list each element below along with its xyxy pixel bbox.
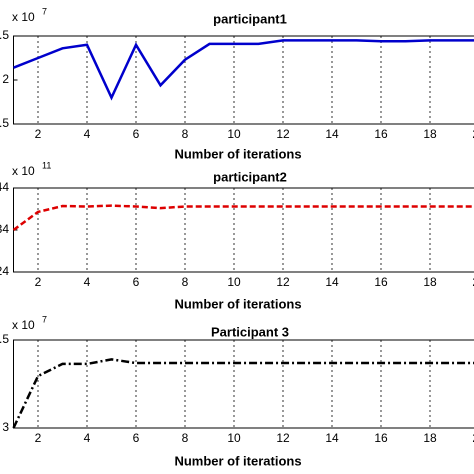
x-tick-label: 8 <box>182 275 189 289</box>
chart-title: Participant 3 <box>211 324 289 339</box>
x-tick-label: 16 <box>374 431 388 445</box>
y-tick-label: 1.24 <box>0 264 9 278</box>
series-line <box>12 358 474 429</box>
y-tick-label: 1.5 <box>0 116 9 130</box>
x-axis-label: Number of iterations <box>174 296 301 311</box>
x-axis-label: Number of iterations <box>174 453 301 468</box>
x-tick-label: 6 <box>133 431 140 445</box>
plot-area <box>13 35 474 125</box>
x-tick-label: 10 <box>227 275 241 289</box>
x-tick-label: 12 <box>276 431 290 445</box>
x-tick-label: 16 <box>374 127 388 141</box>
x-tick-label: 14 <box>325 431 339 445</box>
x-tick-label: 14 <box>325 275 339 289</box>
y-scale-base: x 10 <box>12 318 35 332</box>
chart-title: participant1 <box>213 11 287 26</box>
y-scale-exponent: 11 <box>42 160 51 170</box>
x-tick-label: 6 <box>133 275 140 289</box>
x-tick-label: 14 <box>325 127 339 141</box>
y-tick-label: 2 <box>2 72 9 86</box>
y-scale-base: x 10 <box>12 10 35 24</box>
y-tick-label: 1.44 <box>0 180 9 194</box>
chart-title: participant2 <box>213 169 287 184</box>
x-tick-label: 8 <box>182 431 189 445</box>
x-tick-label: 2 <box>35 431 42 445</box>
series-line <box>13 39 474 101</box>
plot-area <box>13 339 474 429</box>
x-tick-label: 16 <box>374 275 388 289</box>
y-tick-label: 1.34 <box>0 222 9 236</box>
x-tick-label: 18 <box>423 431 437 445</box>
y-scale-base: x 10 <box>12 164 35 178</box>
plot-area <box>13 187 474 273</box>
x-tick-label: 4 <box>84 431 91 445</box>
x-tick-label: 6 <box>133 127 140 141</box>
x-tick-label: 2 <box>35 127 42 141</box>
x-tick-label: 10 <box>227 431 241 445</box>
x-tick-label: 20 <box>472 431 474 445</box>
x-tick-label: 18 <box>423 127 437 141</box>
y-tick-label: 3 <box>2 420 9 434</box>
y-tick-label: 2.5 <box>0 28 9 42</box>
x-tick-label: 18 <box>423 275 437 289</box>
x-tick-label: 4 <box>84 275 91 289</box>
x-tick-label: 20 <box>472 275 474 289</box>
y-scale-exponent: 7 <box>42 6 47 16</box>
y-tick-label: 3.5 <box>0 332 9 346</box>
x-tick-label: 4 <box>84 127 91 141</box>
x-tick-label: 10 <box>227 127 241 141</box>
x-tick-label: 20 <box>472 127 474 141</box>
series-line <box>12 204 474 232</box>
x-tick-label: 12 <box>276 127 290 141</box>
y-scale-exponent: 7 <box>42 314 47 324</box>
x-tick-label: 12 <box>276 275 290 289</box>
x-axis-label: Number of iterations <box>174 146 301 161</box>
x-tick-label: 2 <box>35 275 42 289</box>
x-tick-label: 8 <box>182 127 189 141</box>
